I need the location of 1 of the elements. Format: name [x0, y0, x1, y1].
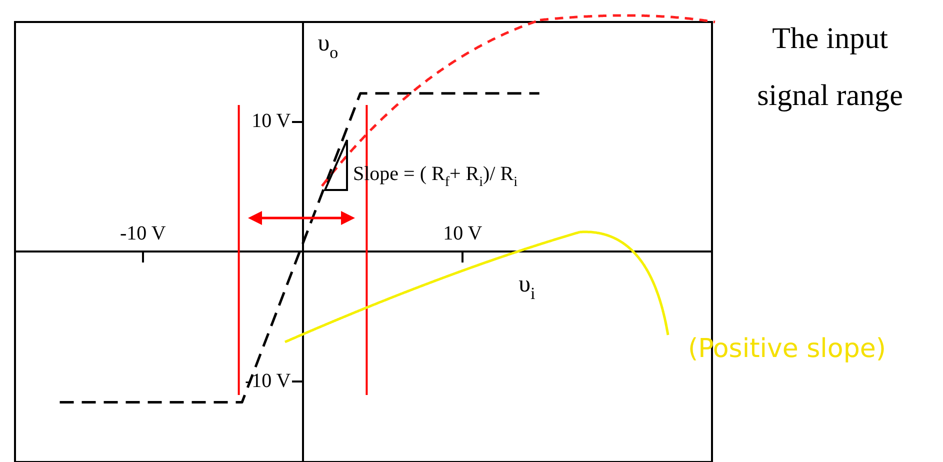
text: The input signal range	[757, 22, 903, 112]
